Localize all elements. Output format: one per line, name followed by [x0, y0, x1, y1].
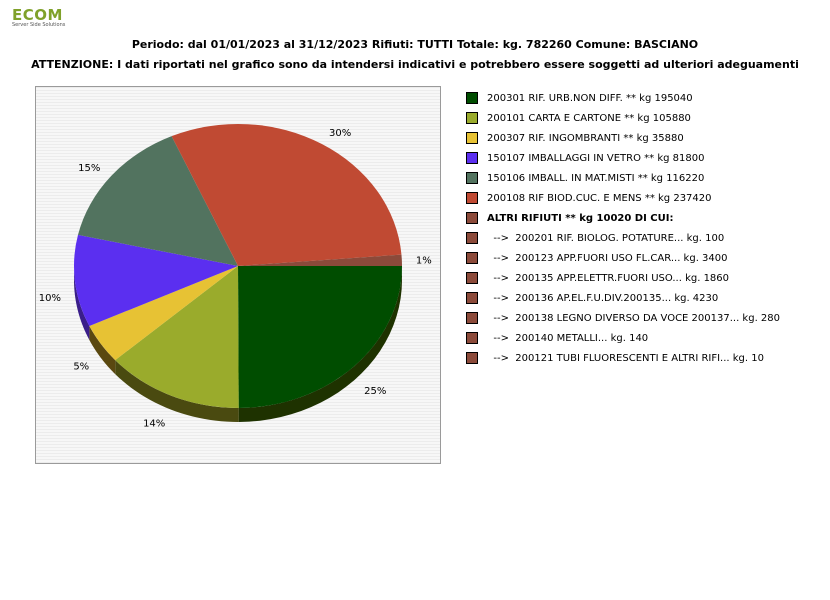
- pie-slice-side-2: [89, 326, 116, 375]
- legend-swatch: [466, 232, 478, 244]
- legend-swatch: [466, 132, 478, 144]
- legend-swatch: [466, 152, 478, 164]
- legend-swatch: [466, 92, 478, 104]
- legend-label: --> 200140 METALLI... kg. 140: [487, 333, 649, 344]
- pie-pct-label-6: 1%: [416, 256, 432, 267]
- legend-swatch: [466, 272, 478, 284]
- legend-swatch: [466, 192, 478, 204]
- pie-pct-label-2: 5%: [73, 362, 89, 373]
- legend-label: 150106 IMBALL. IN MAT.MISTI ** kg 116220: [487, 173, 705, 184]
- legend-label: ALTRI RIFIUTI ** kg 10020 DI CUI:: [487, 213, 674, 224]
- legend-label: --> 200136 AP.EL.F.U.DIV.200135... kg. 4…: [487, 293, 719, 304]
- pie-slice-side-0: [238, 266, 402, 422]
- pie-slice-4: [77, 136, 238, 266]
- legend-label: --> 200123 APP.FUORI USO FL.CAR... kg. 3…: [487, 253, 728, 264]
- logo-text: ECOM: [12, 6, 63, 24]
- pie-slice-side-3: [74, 266, 90, 341]
- legend-label: 200101 CARTA E CARTONE ** kg 105880: [487, 113, 691, 124]
- pie-pct-label-4: 15%: [78, 163, 100, 174]
- pie-slice-2: [89, 266, 239, 361]
- legend-swatch: [466, 312, 478, 324]
- legend-label: 150107 IMBALLAGGI IN VETRO ** kg 81800: [487, 153, 705, 164]
- pie-pct-label-1: 14%: [143, 418, 165, 429]
- pie-slice-6: [238, 254, 403, 266]
- legend-swatch: [466, 332, 478, 344]
- legend-label: --> 200135 APP.ELETTR.FUORI USO... kg. 1…: [487, 273, 730, 284]
- ecom-logo: ECOM Server Side Solutions: [10, 6, 100, 30]
- pie-slice-3: [74, 234, 238, 327]
- pie-pct-label-3: 10%: [39, 293, 61, 304]
- legend-label: --> 200121 TUBI FLUORESCENTI E ALTRI RIF…: [487, 353, 764, 364]
- pie-slice-side-1: [115, 360, 239, 422]
- report-warning-note: ATTENZIONE: I dati riportati nel grafico…: [31, 58, 799, 71]
- pie-slice-0: [238, 266, 402, 408]
- pie-pct-label-0: 25%: [364, 386, 386, 397]
- legend-label: --> 200201 RIF. BIOLOG. POTATURE... kg. …: [487, 233, 725, 244]
- legend-swatch: [466, 252, 478, 264]
- pie-slice-5: [171, 124, 402, 266]
- legend-swatch: [466, 352, 478, 364]
- logo-tagline: Server Side Solutions: [12, 22, 66, 28]
- legend-swatch: [466, 172, 478, 184]
- legend-label: 200307 RIF. INGOMBRANTI ** kg 35880: [487, 133, 684, 144]
- legend-label: 200108 RIF BIOD.CUC. E MENS ** kg 237420: [487, 193, 712, 204]
- report-period-title: Periodo: dal 01/01/2023 al 31/12/2023 Ri…: [131, 38, 699, 51]
- legend-label: --> 200138 LEGNO DIVERSO DA VOCE 200137.…: [487, 313, 781, 324]
- pie-slice-1: [115, 266, 239, 409]
- legend-swatch: [466, 212, 478, 224]
- pie-pct-label-5: 30%: [329, 128, 351, 139]
- legend-label: 200301 RIF. URB.NON DIFF. ** kg 195040: [487, 93, 693, 104]
- legend-swatch: [466, 292, 478, 304]
- legend-swatch: [466, 112, 478, 124]
